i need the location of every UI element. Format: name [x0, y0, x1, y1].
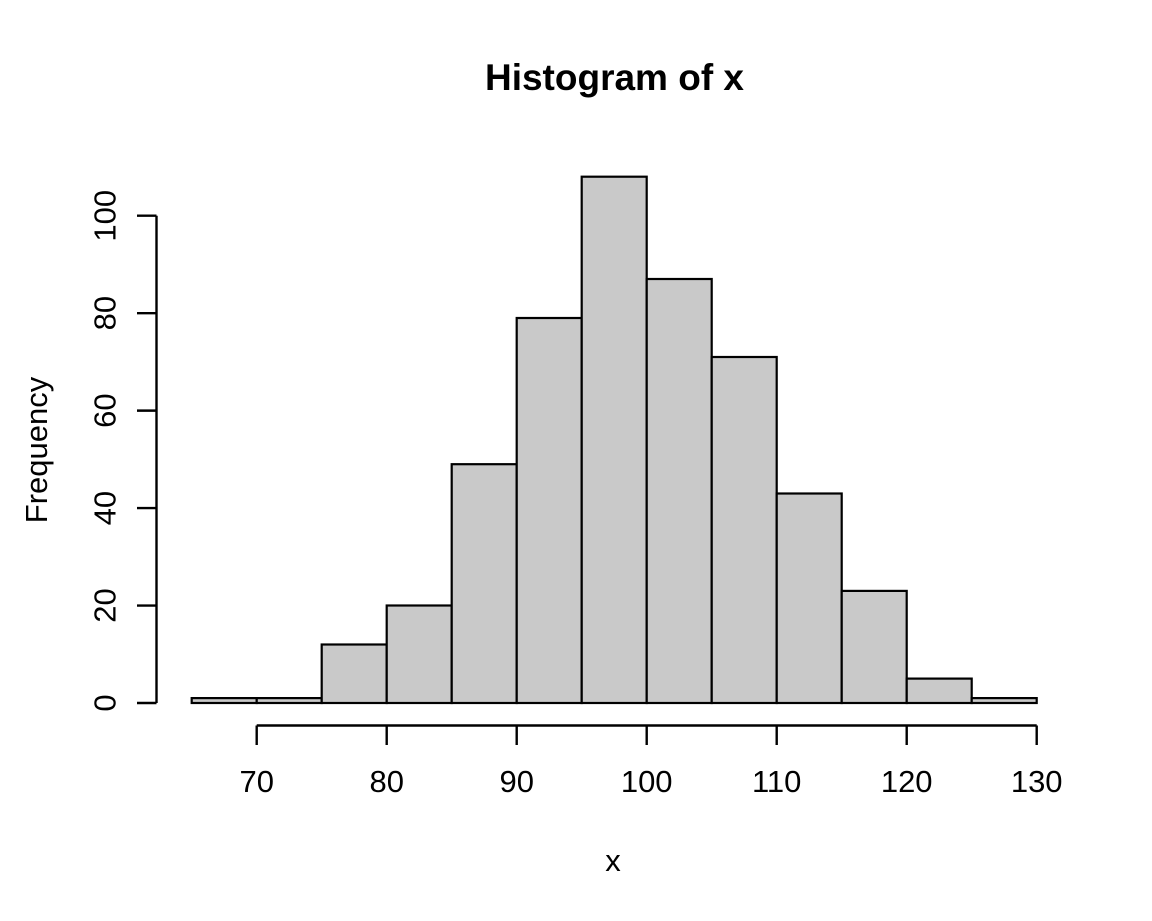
x-tick-label: 130: [1011, 764, 1063, 799]
y-tick-label: 0: [88, 694, 123, 711]
x-tick-label: 100: [621, 764, 673, 799]
histogram-bar: [710, 355, 778, 705]
y-tick-label: 40: [88, 491, 123, 525]
x-tick-label: 120: [881, 764, 933, 799]
x-tick-label: 70: [239, 764, 273, 799]
histogram-bar: [905, 677, 973, 705]
x-tick-label: 110: [752, 764, 801, 799]
histogram-bar: [385, 604, 453, 705]
histogram-bar: [515, 316, 583, 705]
histogram-bar: [580, 175, 648, 705]
histogram-bar: [645, 277, 713, 705]
y-tick-label: 20: [88, 588, 123, 622]
histogram-bar: [320, 643, 388, 705]
histogram-bar: [775, 492, 843, 705]
histogram-bar: [190, 696, 258, 705]
histogram-bar: [840, 589, 908, 705]
x-axis-label: x: [605, 843, 621, 878]
y-tick-label: 60: [88, 393, 123, 427]
histogram-bar: [450, 463, 518, 705]
y-tick-label: 80: [88, 296, 123, 330]
histogram-bar: [255, 696, 323, 705]
x-tick-label: 80: [369, 764, 403, 799]
chart-title: Histogram of x: [484, 57, 745, 98]
histogram-bar: [970, 696, 1038, 705]
x-tick-label: 90: [499, 764, 533, 799]
y-tick-label: 100: [88, 190, 123, 242]
